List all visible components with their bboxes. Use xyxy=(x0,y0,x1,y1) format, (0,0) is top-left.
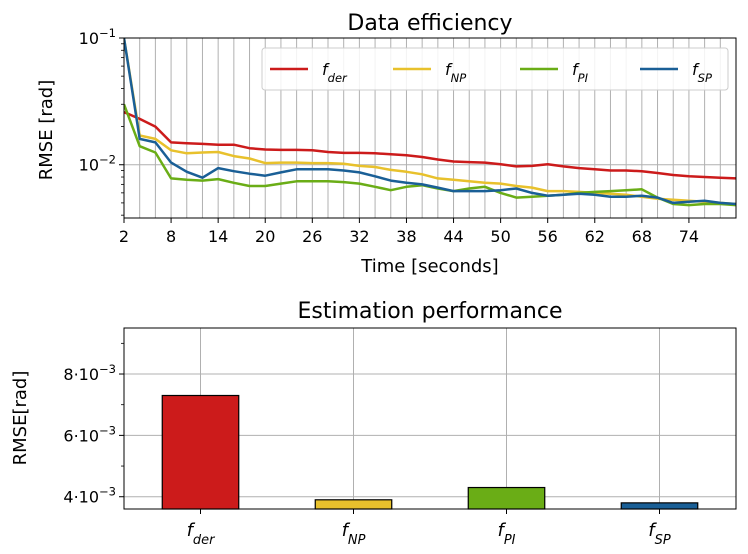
legend-label-der: fder xyxy=(322,60,348,85)
x-tick-label: 8 xyxy=(166,227,176,246)
bar-sp xyxy=(620,502,699,510)
bar-np xyxy=(314,499,393,510)
bar-chart-title: Estimation performance xyxy=(297,299,562,324)
x-category-label-np: fNP xyxy=(342,520,366,548)
bar-chart-ticks: fder fNP fPI fSP 4·10−3 6·10−3 8·10−3 xyxy=(63,342,671,548)
x-tick-label: 68 xyxy=(632,227,652,246)
x-tick-label: 26 xyxy=(302,227,322,246)
x-tick-label: 56 xyxy=(538,227,558,246)
y-tick-label: 8·10−3 xyxy=(63,362,116,384)
x-tick-label: 44 xyxy=(443,227,463,246)
x-category-label-der: fder xyxy=(187,520,216,548)
bar-der xyxy=(161,394,240,510)
line-chart-legend: fder fNP fPI fSP xyxy=(261,47,729,91)
line-chart-series xyxy=(124,38,736,207)
legend-label-sp: fSP xyxy=(692,60,712,85)
line-chart-frame xyxy=(123,37,737,219)
legend-box xyxy=(261,47,729,91)
x-tick-label: 32 xyxy=(349,227,369,246)
legend-label-pi: fPI xyxy=(572,60,589,85)
y-tick-label: 10−1 xyxy=(79,26,116,48)
x-tick-label: 62 xyxy=(585,227,605,246)
bar-chart-bars xyxy=(161,394,699,510)
y-tick-label: 4·10−3 xyxy=(63,485,116,507)
x-tick-label: 74 xyxy=(679,227,699,246)
x-tick-label: 2 xyxy=(119,227,129,246)
bar-pi xyxy=(467,486,546,510)
bar-chart-frame xyxy=(123,327,737,510)
line-chart-ylabel: RMSE [rad] xyxy=(36,80,57,180)
data-efficiency-chart: Data efficiency Time [seconds] RMSE [rad… xyxy=(36,11,737,277)
x-category-label-pi: fPI xyxy=(498,520,516,548)
bar-chart-grid xyxy=(124,328,736,509)
legend-label-np: fNP xyxy=(445,60,466,85)
estimation-performance-chart: Estimation performance RMSE[rad] fder fNP… xyxy=(10,299,737,548)
series-line-sp xyxy=(124,38,736,206)
x-category-label-sp: fSP xyxy=(648,520,671,548)
y-tick-label: 10−2 xyxy=(79,153,116,175)
series-line-pi xyxy=(124,103,736,207)
x-tick-label: 50 xyxy=(490,227,510,246)
x-tick-label: 20 xyxy=(255,227,275,246)
line-chart-xlabel: Time [seconds] xyxy=(360,256,498,277)
line-chart-title: Data efficiency xyxy=(347,11,512,36)
x-tick-label: 38 xyxy=(396,227,416,246)
series-line-der xyxy=(124,110,736,180)
x-tick-label: 14 xyxy=(208,227,228,246)
y-tick-label: 6·10−3 xyxy=(63,423,116,445)
line-chart-ticks: 2 8 14 20 26 32 38 44 50 56 62 68 74 10−1 10−2 xyxy=(79,26,699,246)
bar-chart-ylabel: RMSE[rad] xyxy=(10,371,31,466)
